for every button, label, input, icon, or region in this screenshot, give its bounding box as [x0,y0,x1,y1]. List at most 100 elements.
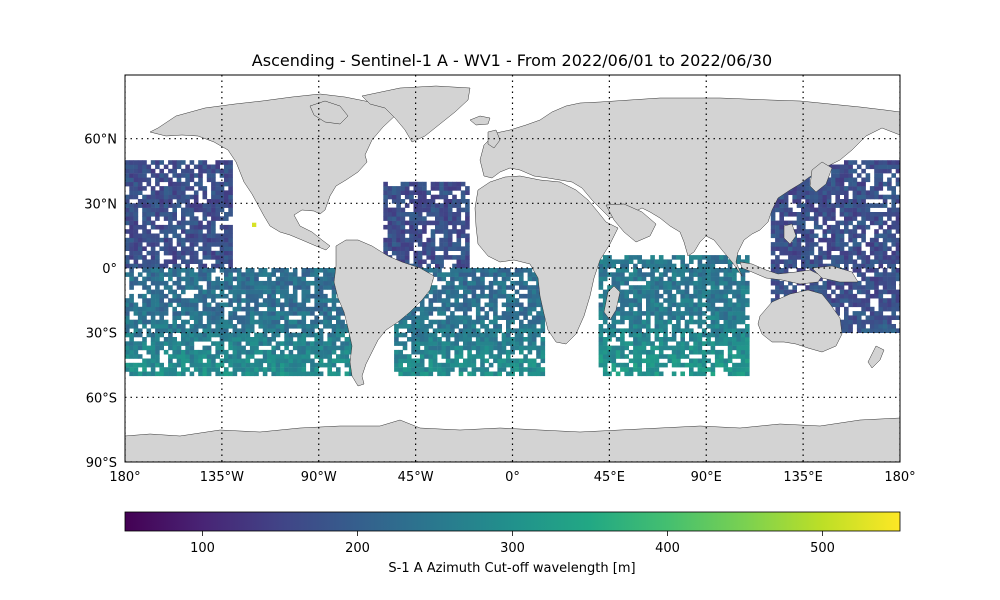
data-cell [775,293,780,299]
data-cell [137,255,143,260]
data-cell [869,280,875,286]
data-cell [736,345,741,351]
data-cell [796,186,802,191]
data-cell [409,216,414,221]
data-cell [189,362,195,368]
data-cell [447,186,453,191]
data-cell [848,315,853,320]
data-cell [159,263,164,269]
data-cell [454,358,459,364]
data-cell [439,216,444,221]
data-cell [615,285,621,290]
data-cell [463,302,468,308]
data-cell [211,203,216,208]
data-cell [435,203,440,208]
data-cell [706,263,711,269]
data-cell [727,289,733,295]
data-cell [680,332,685,338]
data-cell [146,203,152,208]
data-cell [288,354,294,359]
data-cell [869,276,875,282]
data-cell [723,293,729,299]
data-cell [805,237,810,243]
data-cell [536,315,541,320]
data-cell [189,306,195,312]
data-cell [684,354,690,359]
data-cell [697,362,703,368]
data-cell [189,311,195,316]
data-cell [176,173,182,178]
data-cell [241,337,246,342]
data-cell [125,332,130,338]
data-cell [439,181,444,187]
data-cell [723,319,729,325]
data-cell [531,289,537,295]
data-cell [637,255,642,260]
data-cell [168,160,173,165]
data-cell [129,186,134,191]
data-cell [783,289,789,295]
data-cell [844,280,849,286]
data-cell [615,345,621,351]
data-cell [736,255,741,260]
data-cell [628,349,634,355]
data-cell [480,358,485,364]
data-cell [628,367,634,372]
data-cell [172,371,177,377]
data-cell [271,280,276,286]
data-cell [202,332,208,338]
data-cell [620,302,625,308]
data-cell [447,255,453,260]
data-cell [671,276,677,282]
data-cell [215,293,220,299]
data-cell [228,337,233,342]
data-cell [693,255,698,260]
data-cell [168,181,173,187]
data-cell [697,319,703,325]
data-cell [826,177,832,183]
data-cell [493,328,498,333]
data-cell [137,332,143,338]
data-cell [628,328,634,333]
data-cell [129,177,134,183]
data-cell [488,328,494,333]
data-cell [646,285,651,290]
data-cell [463,311,468,316]
data-cell [129,164,134,170]
data-cell [463,332,468,338]
data-cell [428,306,434,312]
data-cell [133,332,139,338]
data-cell [198,237,203,243]
data-cell [435,186,440,191]
data-cell [344,341,350,346]
data-cell [426,212,431,217]
data-cell [523,306,528,312]
data-cell [284,293,289,299]
data-cell [684,341,690,346]
data-cell [852,319,858,325]
data-cell [224,371,229,377]
data-cell [460,250,466,256]
data-cell [497,371,502,377]
data-cell [736,337,741,342]
data-cell [219,203,225,208]
data-cell [155,160,160,165]
data-cell [710,319,716,325]
data-cell [327,268,332,273]
data-cell [314,280,319,286]
data-cell [262,332,268,338]
data-cell [163,207,169,213]
data-cell [314,319,319,325]
data-cell [297,337,302,342]
data-cell [413,186,419,191]
data-cell [775,224,780,230]
data-cell [887,164,892,170]
data-cell [142,302,147,308]
data-cell [391,190,397,195]
data-cell [839,173,845,178]
data-cell [327,280,332,286]
data-cell [745,332,750,338]
data-cell [701,362,707,368]
data-cell [211,255,216,260]
data-cell [458,268,464,273]
